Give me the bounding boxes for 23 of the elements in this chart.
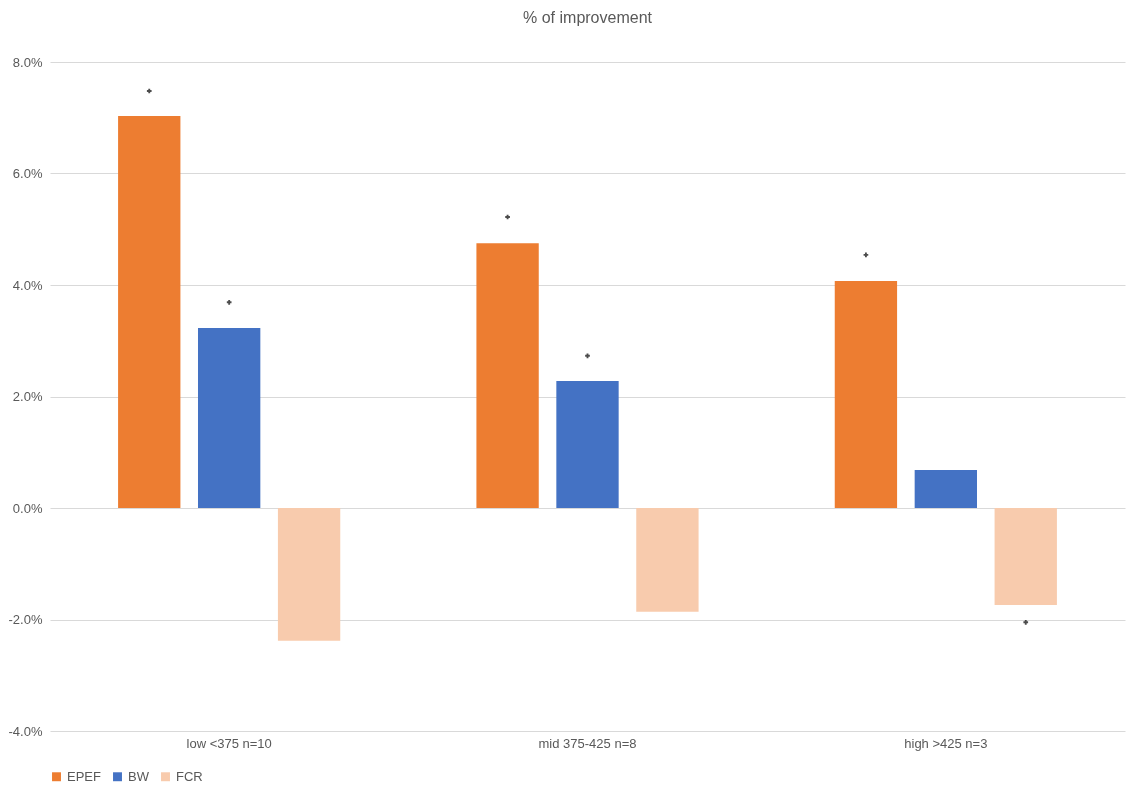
bar [118, 116, 181, 508]
y-tick-label: 8.0% [12, 54, 43, 70]
bar [834, 281, 898, 508]
bar [914, 470, 977, 508]
x-tick-label: low <375 n=10 [186, 735, 272, 751]
y-tick-label: -4.0% [8, 723, 43, 739]
x-tick-label: high >425 n=3 [904, 735, 988, 751]
x-tick-label: mid 375-425 n=8 [538, 735, 637, 751]
legend-label: EPEF [67, 768, 102, 784]
legend-label: BW [128, 768, 150, 784]
y-tick-label: 6.0% [12, 166, 43, 181]
bar [994, 508, 1057, 606]
bar [198, 327, 261, 508]
y-tick-label: 0.0% [12, 500, 43, 516]
bar [277, 508, 341, 641]
bar [636, 508, 699, 612]
chart-title: % of improvement [523, 9, 653, 26]
y-tick-label: -2.0% [8, 612, 43, 627]
bar [476, 243, 539, 508]
legend-label: FCR [176, 768, 203, 784]
y-tick-label: 2.0% [12, 389, 43, 404]
y-tick-label: 4.0% [12, 277, 43, 293]
bar [556, 380, 619, 508]
